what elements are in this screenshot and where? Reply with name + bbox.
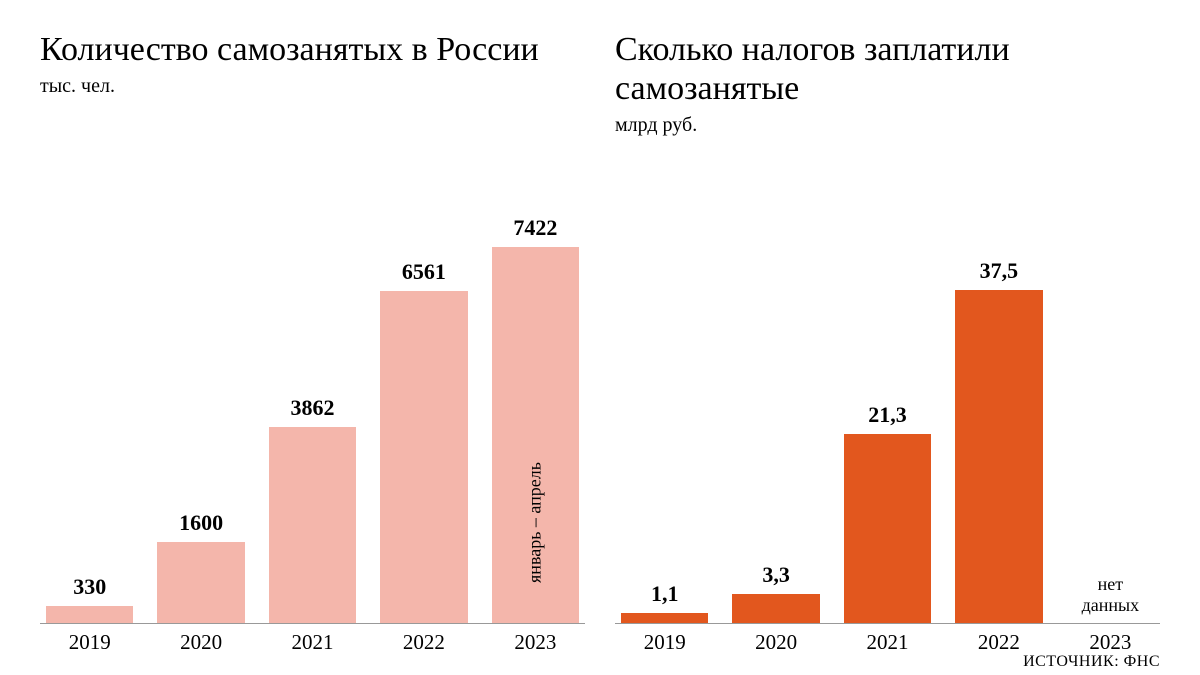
right-chart-title: Сколько налогов заплатили самозанятые	[615, 30, 1160, 108]
right-bar-value-0: 1,1	[651, 581, 679, 607]
right-bar-3	[955, 290, 1042, 623]
right-x-tick-3: 2022	[949, 630, 1048, 655]
right-nodata-label: нет данных	[1075, 574, 1145, 617]
source-label: ИСТОЧНИК: ФНС	[1023, 653, 1160, 671]
right-bar-value-2: 21,3	[868, 402, 907, 428]
left-bar-value-0: 330	[73, 574, 106, 600]
right-x-axis: 2019 2020 2021 2022 2023	[615, 630, 1160, 655]
right-bar-value-3: 37,5	[980, 258, 1019, 284]
left-bar-value-1: 1600	[179, 510, 223, 536]
chart-container: Количество самозанятых в России тыс. чел…	[0, 0, 1200, 675]
right-x-tick-1: 2020	[726, 630, 825, 655]
right-x-tick-4: 2023	[1061, 630, 1160, 655]
right-chart-area: 1,1 3,3 21,3 37,5 нет данных	[615, 147, 1160, 624]
right-x-tick-2: 2021	[838, 630, 937, 655]
right-bar-slot-2: 21,3	[838, 147, 937, 623]
right-bar-2	[844, 434, 931, 623]
left-bar-3	[380, 291, 467, 623]
left-chart-subtitle: тыс. чел.	[40, 75, 585, 98]
left-bar-value-4: 7422	[513, 215, 557, 241]
left-x-tick-4: 2023	[486, 630, 585, 655]
left-bar-inlabel-4: январь – апрель	[525, 462, 546, 583]
left-bar-slot-1: 1600	[151, 108, 250, 623]
right-chart-subtitle: млрд руб.	[615, 114, 1160, 137]
left-bar-slot-4: 7422 январь – апрель	[486, 108, 585, 623]
left-x-tick-1: 2020	[151, 630, 250, 655]
right-bar-0	[621, 613, 708, 623]
left-x-tick-2: 2021	[263, 630, 362, 655]
right-chart-panel: Сколько налогов заплатили самозанятые мл…	[600, 30, 1160, 655]
right-bar-slot-3: 37,5	[949, 147, 1048, 623]
left-bar-value-2: 3862	[291, 395, 335, 421]
left-bar-2	[269, 427, 356, 623]
left-x-tick-3: 2022	[374, 630, 473, 655]
left-chart-area: 330 1600 3862 6561 7422 январь – апрель	[40, 108, 585, 624]
left-x-tick-0: 2019	[40, 630, 139, 655]
right-bar-slot-4: нет данных	[1061, 147, 1160, 623]
left-bar-1	[157, 542, 244, 623]
right-bar-value-1: 3,3	[762, 562, 790, 588]
left-bar-value-3: 6561	[402, 259, 446, 285]
left-bar-4: январь – апрель	[492, 247, 579, 623]
left-chart-title: Количество самозанятых в России	[40, 30, 585, 69]
left-bar-slot-3: 6561	[374, 108, 473, 623]
right-bar-slot-1: 3,3	[726, 147, 825, 623]
left-x-axis: 2019 2020 2021 2022 2023	[40, 630, 585, 655]
right-bar-slot-0: 1,1	[615, 147, 714, 623]
right-x-tick-0: 2019	[615, 630, 714, 655]
right-nodata-text: нет данных	[1075, 574, 1145, 617]
right-bar-1	[732, 594, 819, 623]
left-bar-slot-2: 3862	[263, 108, 362, 623]
left-chart-panel: Количество самозанятых в России тыс. чел…	[40, 30, 600, 655]
left-bar-slot-0: 330	[40, 108, 139, 623]
left-bar-0	[46, 606, 133, 623]
